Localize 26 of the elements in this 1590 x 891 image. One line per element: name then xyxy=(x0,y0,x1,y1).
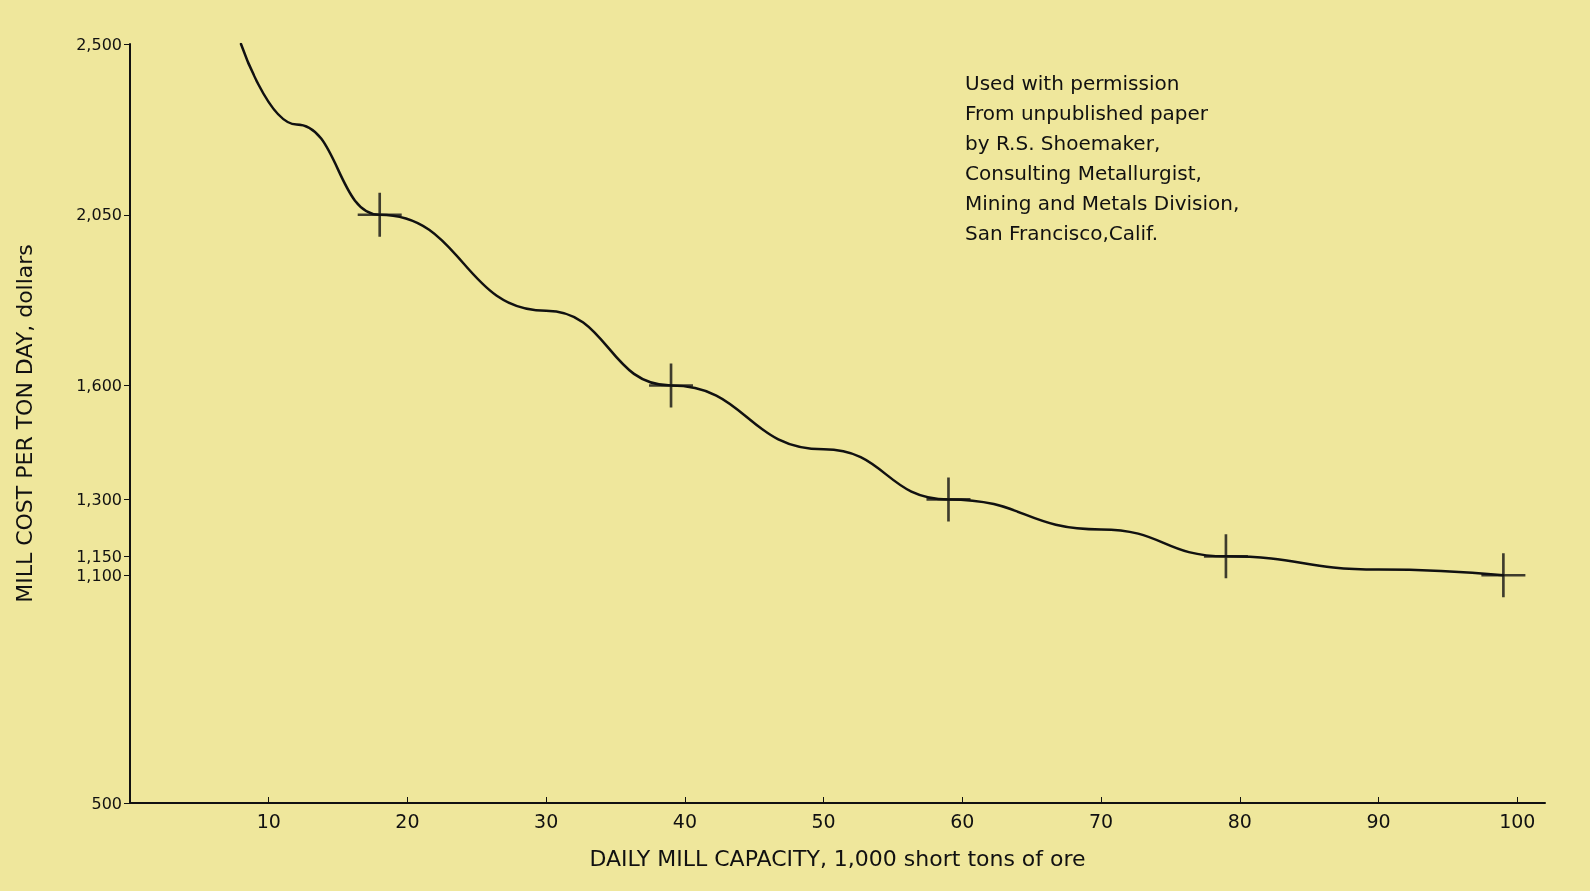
x-tick-label: 60 xyxy=(950,809,975,832)
x-axis-title: DAILY MILL CAPACITY, 1,000 short tons of ore xyxy=(589,845,1086,871)
y-tick-label: 1,100 xyxy=(76,565,122,585)
annotation: Consulting Metallurgist, xyxy=(965,161,1202,185)
x-tick-label: 90 xyxy=(1366,809,1391,832)
y-tick-label: 1,600 xyxy=(76,376,122,396)
y-axis-title: MILL COST PER TON DAY, dollars xyxy=(11,244,37,603)
x-tick-label: 80 xyxy=(1227,809,1252,832)
annotation: San Francisco,Calif. xyxy=(965,221,1159,245)
y-tick-label: 500 xyxy=(91,793,122,813)
annotation: by R.S. Shoemaker, xyxy=(965,131,1161,155)
annotation: Used with permission xyxy=(965,71,1180,95)
y-tick-label: 2,050 xyxy=(76,205,122,225)
x-tick-label: 40 xyxy=(672,809,697,832)
annotation: Mining and Metals Division, xyxy=(965,191,1240,215)
point xyxy=(1481,553,1526,598)
x-tick-label: 20 xyxy=(395,809,420,832)
x-tick-label: 10 xyxy=(256,809,281,832)
y-tick-label: 2,500 xyxy=(76,34,122,54)
x-tick-label: 30 xyxy=(534,809,559,832)
y-tick-label: 1,300 xyxy=(76,489,122,509)
x-tick-label: 100 xyxy=(1499,809,1536,832)
x-tick-label: 50 xyxy=(811,809,836,832)
x-tick-label: 70 xyxy=(1088,809,1114,832)
annotation: From unpublished paper xyxy=(965,101,1209,125)
y-tick-label: 1,150 xyxy=(76,546,122,566)
